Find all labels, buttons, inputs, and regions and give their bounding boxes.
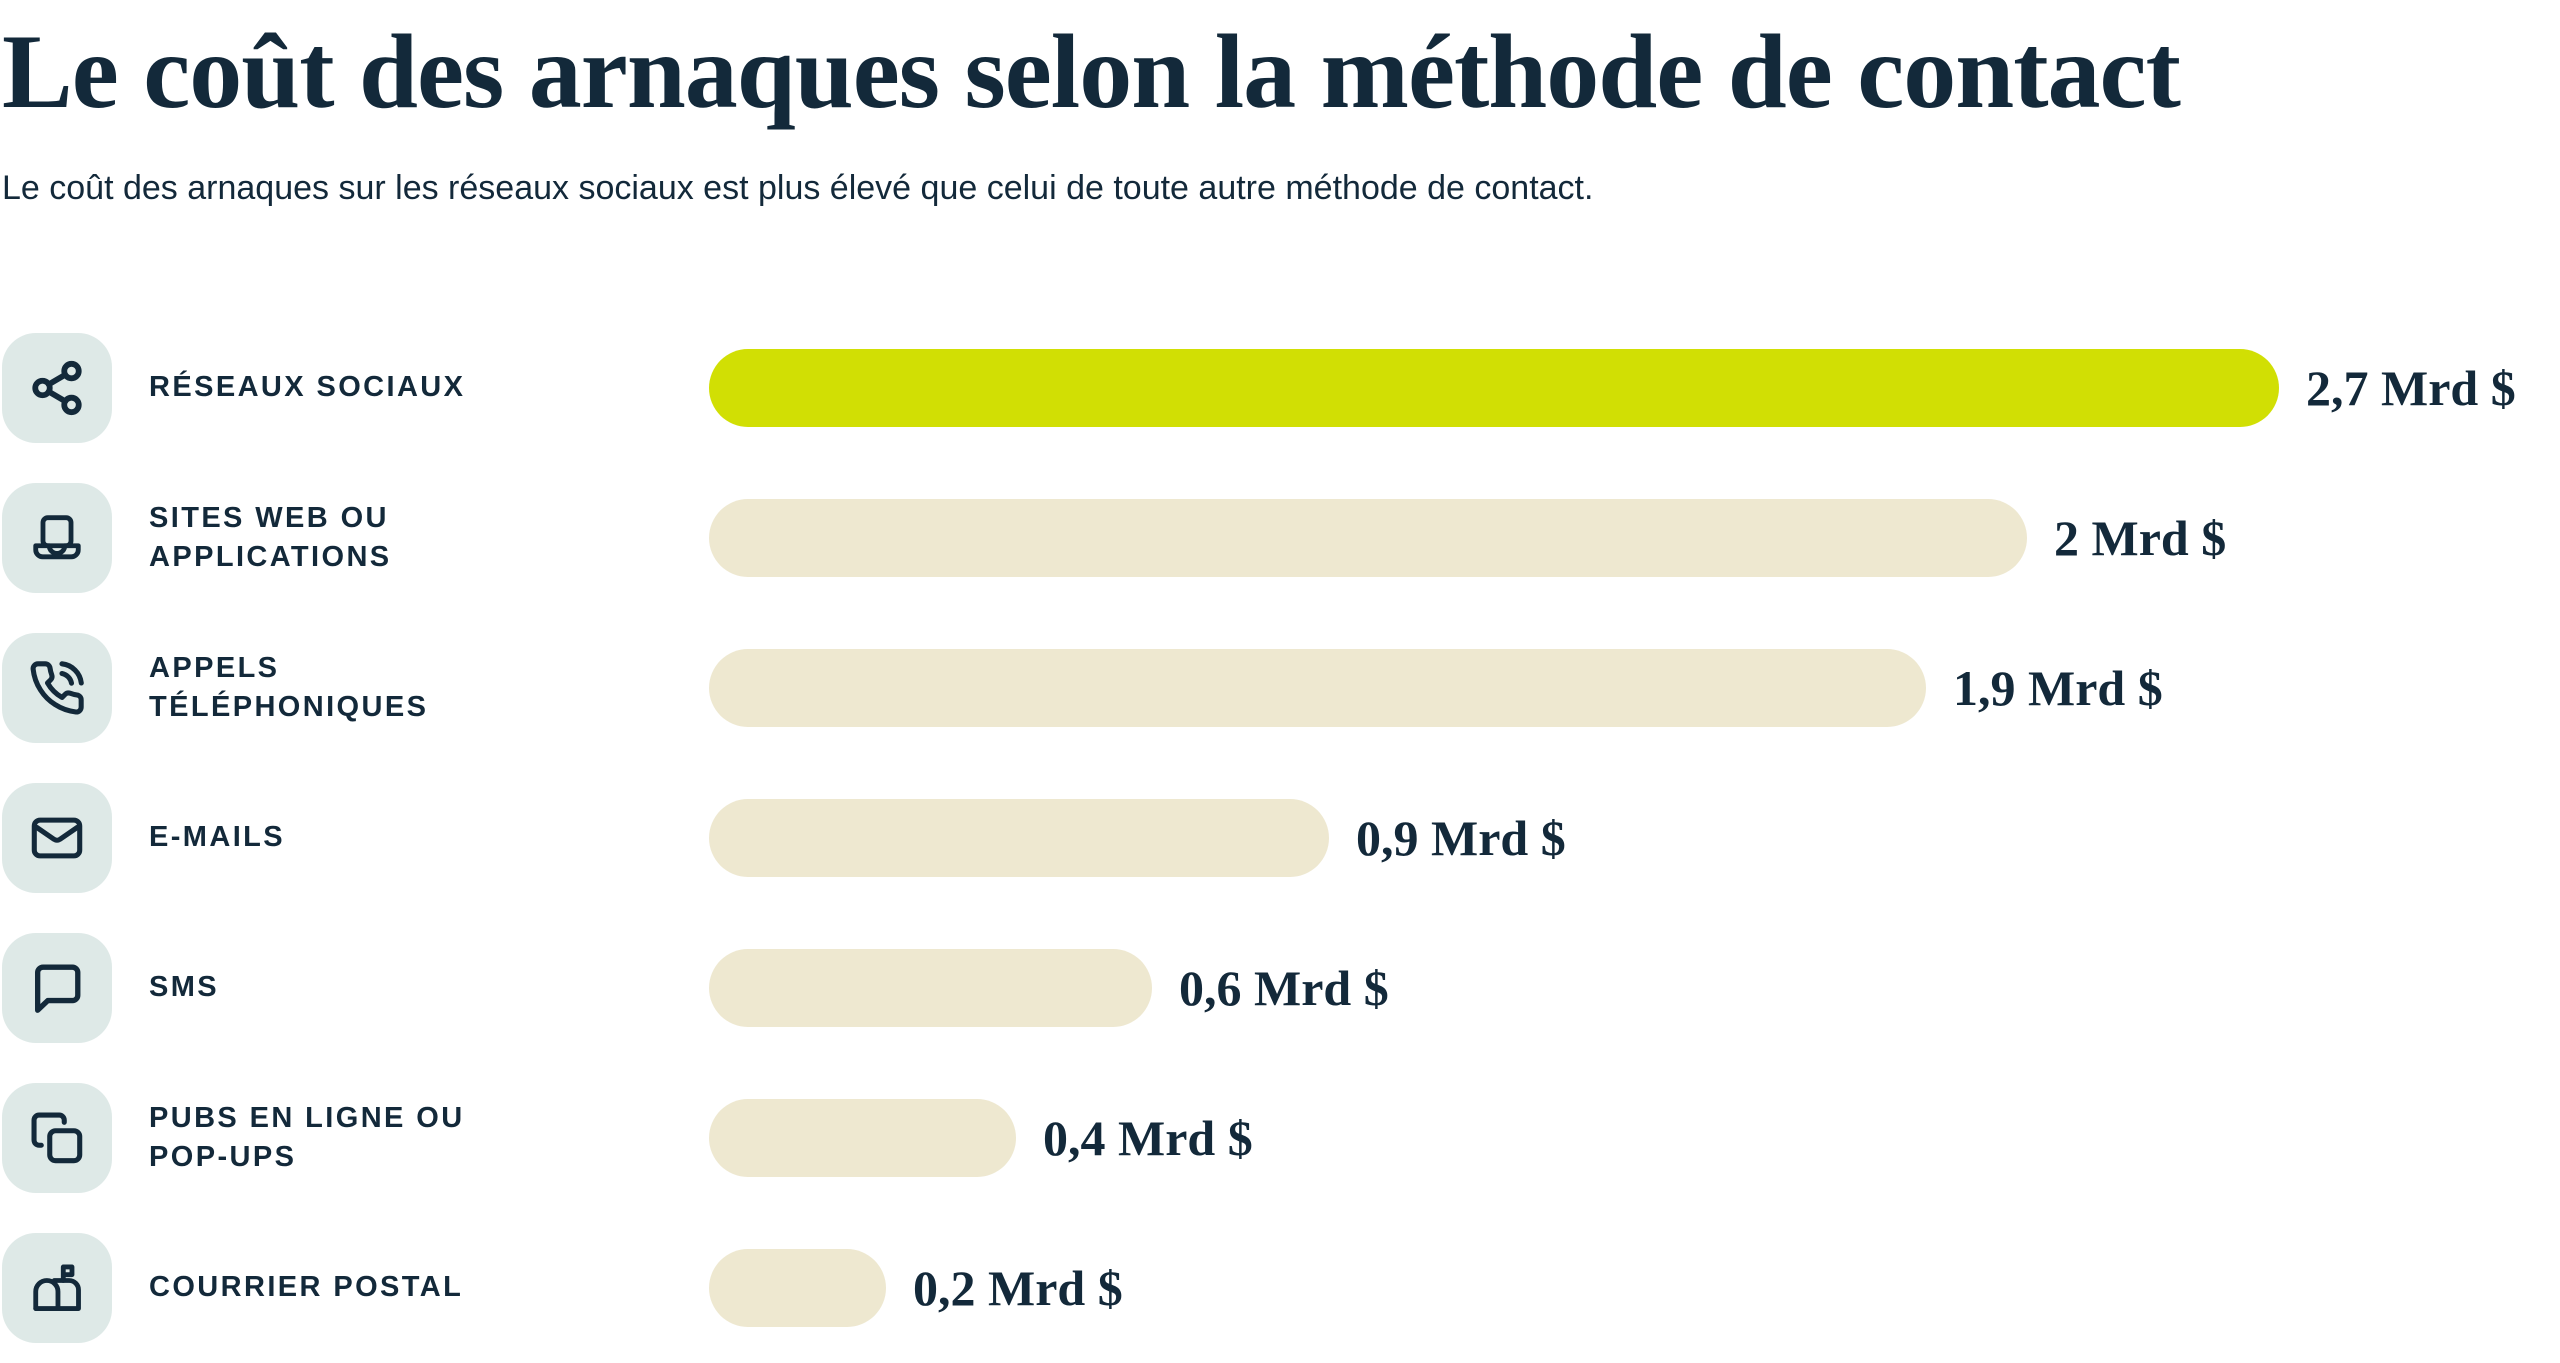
bar xyxy=(709,498,2027,577)
chart-row-appels-telephoniques: APPELS TÉLÉPHONIQUES 1,9 Mrd $ xyxy=(2,632,2560,743)
bar xyxy=(709,1248,886,1327)
category-label: APPELS TÉLÉPHONIQUES xyxy=(149,651,429,723)
category-label: E-MAILS xyxy=(149,821,286,854)
value-label: 0,2 Mrd $ xyxy=(913,1259,1123,1316)
value-label: 2,7 Mrd $ xyxy=(2306,359,2516,416)
bar xyxy=(709,348,2279,427)
bar-chart: RÉSEAUX SOCIAUX 2,7 Mrd $ SITES WEB OU A… xyxy=(2,332,2560,1343)
mail-icon xyxy=(31,817,83,859)
category-label: PUBS EN LIGNE OU POP-UPS xyxy=(149,1101,465,1173)
category-label: COURRIER POSTAL xyxy=(149,1271,464,1304)
icon-chip xyxy=(2,932,112,1043)
chart-row-sms: SMS 0,6 Mrd $ xyxy=(2,932,2560,1043)
icon-chip xyxy=(2,482,112,593)
icon-chip xyxy=(2,782,112,893)
category-label: RÉSEAUX SOCIAUX xyxy=(149,371,466,404)
value-label: 1,9 Mrd $ xyxy=(1953,659,2163,716)
category-label: SMS xyxy=(149,971,220,1004)
value-label: 0,6 Mrd $ xyxy=(1179,959,1389,1016)
chart-row-sites-web: SITES WEB OU APPLICATIONS 2 Mrd $ xyxy=(2,482,2560,593)
chart-row-emails: E-MAILS 0,9 Mrd $ xyxy=(2,782,2560,893)
laptop-icon xyxy=(33,515,81,560)
value-label: 0,4 Mrd $ xyxy=(1043,1109,1253,1166)
value-label: 2 Mrd $ xyxy=(2054,509,2227,566)
bar xyxy=(709,1098,1016,1177)
share-icon xyxy=(32,360,82,415)
value-label: 0,9 Mrd $ xyxy=(1356,809,1566,866)
icon-chip xyxy=(2,1232,112,1343)
chart-row-reseaux-sociaux: RÉSEAUX SOCIAUX 2,7 Mrd $ xyxy=(2,332,2560,443)
phone-call-icon xyxy=(30,661,84,715)
category-label: SITES WEB OU APPLICATIONS xyxy=(149,501,392,573)
icon-chip xyxy=(2,1082,112,1193)
bar xyxy=(709,948,1152,1027)
bar xyxy=(709,798,1329,877)
page-title: Le coût des arnaques selon la méthode de… xyxy=(2,13,2181,130)
copy-icon xyxy=(31,1112,83,1164)
chart-row-pubs-en-ligne: PUBS EN LIGNE OU POP-UPS 0,4 Mrd $ xyxy=(2,1082,2560,1193)
bar xyxy=(709,648,1926,727)
chart-row-courrier-postal: COURRIER POSTAL 0,2 Mrd $ xyxy=(2,1232,2560,1343)
icon-chip xyxy=(2,332,112,443)
mailbox-icon xyxy=(33,1264,81,1311)
chat-bubble-icon xyxy=(35,964,81,1013)
icon-chip xyxy=(2,632,112,743)
page-subtitle: Le coût des arnaques sur les réseaux soc… xyxy=(2,169,1594,208)
